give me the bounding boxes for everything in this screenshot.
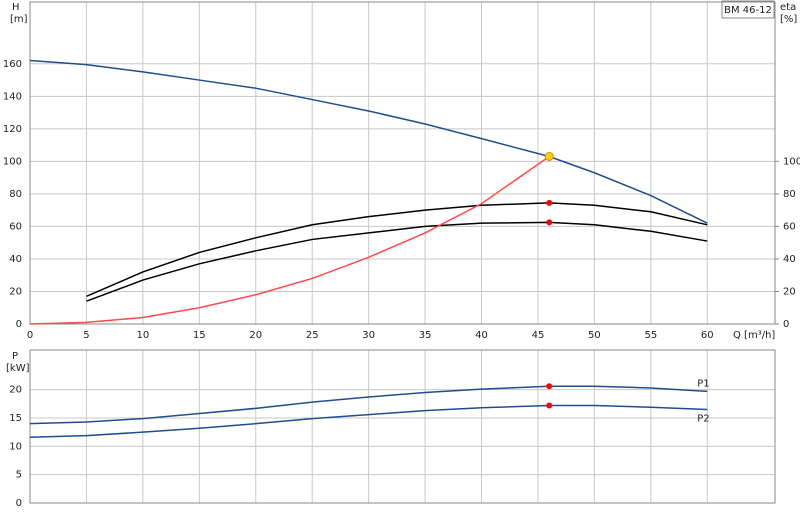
y2-axis-unit: [%] — [780, 14, 797, 25]
y-tick-label: 160 — [3, 59, 22, 70]
chart-title: BM 46-12 — [724, 5, 772, 16]
y-tick-label: 0 — [16, 498, 22, 509]
y-tick-label: 80 — [9, 189, 22, 200]
y2-tick-label: 100 — [783, 156, 800, 167]
x-tick-label: 40 — [475, 330, 488, 341]
operating-point — [544, 151, 554, 161]
y-tick-label: 140 — [3, 91, 22, 102]
y-axis-unit: [kW] — [6, 363, 30, 374]
x-tick-label: 55 — [644, 330, 657, 341]
y-tick-label: 40 — [9, 254, 22, 265]
y2-axis-label: eta — [780, 2, 796, 13]
title-box — [721, 0, 775, 19]
x-tick-label: 15 — [193, 330, 206, 341]
series-line — [29, 385, 708, 425]
x-tick-label: 10 — [137, 330, 150, 341]
x-tick-label: 20 — [249, 330, 262, 341]
y-axis-unit: [m] — [10, 14, 28, 25]
y-tick-label: 120 — [3, 124, 22, 135]
series-label: P2 — [697, 414, 709, 425]
plot-frame — [29, 1, 776, 325]
y-tick-label: 60 — [9, 221, 22, 232]
x-tick-label: 25 — [306, 330, 319, 341]
y-tick-label: 20 — [9, 286, 22, 297]
x-tick-label: 60 — [701, 330, 714, 341]
y-tick-label: 100 — [3, 156, 22, 167]
y2-tick-label: 20 — [783, 286, 796, 297]
y-axis-label: P — [12, 351, 18, 362]
x-tick-label: 30 — [362, 330, 375, 341]
y2-tick-label: 60 — [783, 221, 796, 232]
y-tick-label: 20 — [9, 385, 22, 396]
x-tick-label: 0 — [27, 330, 33, 341]
operating-point — [546, 219, 553, 226]
y2-tick-label: 40 — [783, 254, 796, 265]
series-line — [86, 202, 708, 298]
operating-point — [546, 402, 553, 409]
x-tick-label: 50 — [588, 330, 601, 341]
series-line — [29, 155, 550, 325]
x-tick-label: 35 — [419, 330, 432, 341]
y-tick-label: 0 — [16, 319, 22, 330]
y-tick-label: 15 — [9, 413, 22, 424]
y2-tick-label: 80 — [783, 189, 796, 200]
series-line — [86, 221, 708, 302]
x-tick-label: 5 — [83, 330, 89, 341]
series-label: P1 — [697, 378, 709, 389]
y2-tick-label: 0 — [783, 319, 789, 330]
y-tick-label: 5 — [16, 470, 22, 481]
plot-frame — [29, 349, 776, 504]
operating-point — [546, 383, 553, 390]
x-tick-label: 45 — [532, 330, 545, 341]
y-tick-label: 10 — [9, 441, 22, 452]
series-line — [29, 59, 708, 224]
x-axis-label: Q [m³/h] — [733, 330, 775, 341]
y-axis-label: H — [12, 2, 20, 13]
series-line — [29, 404, 708, 439]
operating-point — [546, 199, 553, 206]
